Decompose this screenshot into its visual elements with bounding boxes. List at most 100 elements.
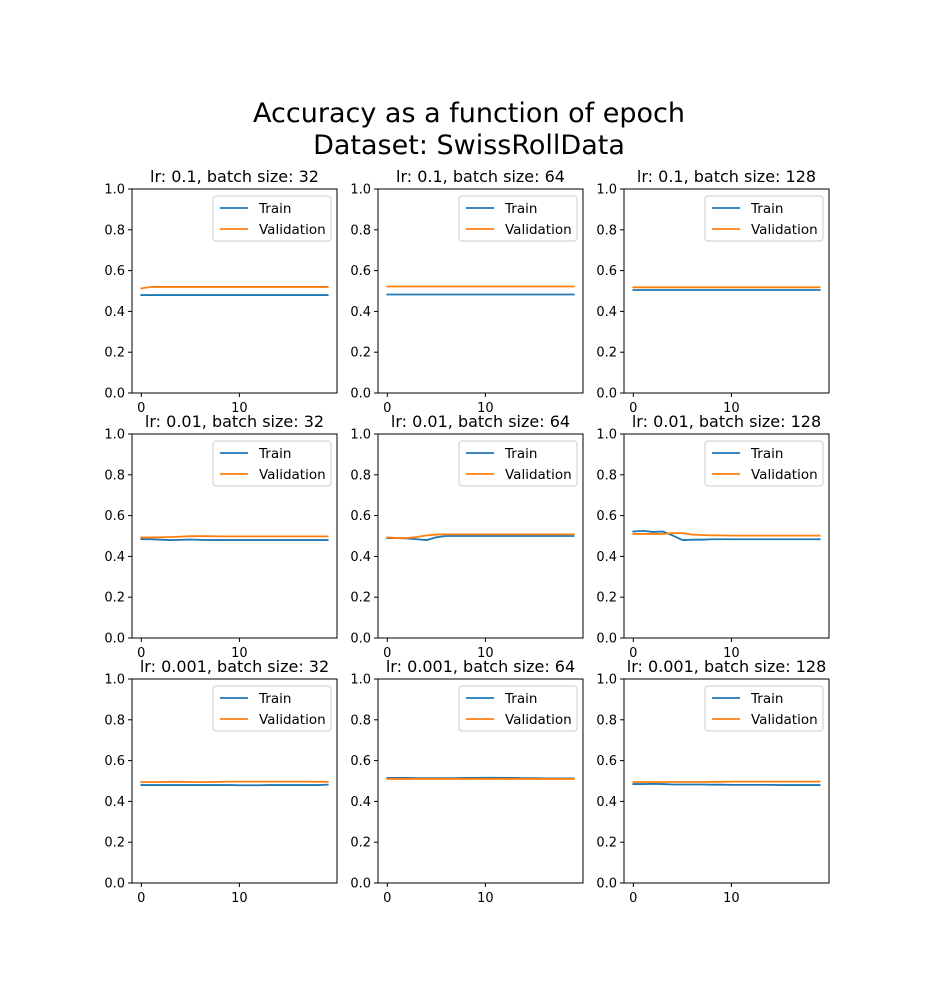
x-tick-label: 10	[723, 646, 740, 661]
y-tick-label: 0.4	[596, 305, 617, 320]
y-tick-label: 1.0	[596, 428, 617, 443]
y-tick-label: 0.2	[596, 591, 617, 606]
x-tick-label: 10	[477, 891, 494, 906]
y-tick-label: 0.2	[104, 591, 125, 606]
legend: Train Validation	[458, 195, 578, 242]
series-line-train	[386, 535, 575, 541]
subplot-title: lr: 0.1, batch size: 128	[637, 167, 816, 186]
legend: Train Validation	[212, 440, 332, 487]
legend-label-validation: Validation	[505, 222, 572, 238]
y-tick-label: 0.6	[104, 754, 125, 769]
legend-label-train: Train	[750, 201, 783, 217]
y-tick-label: 0.0	[350, 632, 371, 647]
subplot-title: lr: 0.1, batch size: 32	[150, 167, 319, 186]
y-tick-label: 0.4	[350, 550, 371, 565]
x-tick-label: 0	[629, 646, 637, 661]
y-tick-label: 0.6	[350, 754, 371, 769]
legend: Train Validation	[704, 440, 824, 487]
y-tick-label: 0.8	[104, 713, 125, 728]
subplot-8: lr: 0.001, batch size: 64 0.0 0.2 0.4 0.6 0.8…	[350, 657, 584, 906]
legend-label-validation: Validation	[505, 712, 572, 728]
subplot-title: lr: 0.001, batch size: 128	[627, 657, 827, 676]
axes-frame	[377, 678, 584, 884]
axes-frame	[623, 678, 830, 884]
y-tick-label: 0.8	[350, 713, 371, 728]
legend: Train Validation	[212, 685, 332, 732]
series-line-train	[140, 538, 329, 541]
y-tick-label: 0.2	[104, 836, 125, 851]
axes-frame	[131, 433, 338, 639]
y-tick-label: 0.4	[104, 795, 125, 810]
subplot-6: lr: 0.01, batch size: 128 0.0 0.2 0.4 0.6 0.8…	[596, 412, 830, 661]
y-tick-label: 0.2	[350, 346, 371, 361]
legend-label-validation: Validation	[259, 712, 326, 728]
y-tick-label: 0.0	[596, 632, 617, 647]
series-line-validation	[140, 286, 329, 290]
legend-label-validation: Validation	[751, 712, 818, 728]
x-tick-label: 10	[477, 646, 494, 661]
y-tick-label: 0.4	[596, 550, 617, 565]
legend-label-train: Train	[750, 446, 783, 462]
y-tick-label: 0.8	[350, 223, 371, 238]
y-tick-label: 1.0	[104, 428, 125, 443]
legend-label-train: Train	[258, 446, 291, 462]
subplot-title: lr: 0.01, batch size: 64	[391, 412, 570, 431]
y-tick-label: 0.0	[104, 632, 125, 647]
axes-frame	[623, 433, 830, 639]
legend-label-validation: Validation	[751, 222, 818, 238]
subplot-3: lr: 0.1, batch size: 128 0.0 0.2 0.4 0.6 0.8 1…	[596, 167, 830, 416]
y-tick-label: 0.8	[596, 468, 617, 483]
x-tick-label: 10	[231, 646, 248, 661]
legend: Train Validation	[704, 195, 824, 242]
y-tick-label: 0.4	[596, 795, 617, 810]
x-tick-label: 0	[137, 401, 145, 416]
subplot-title: lr: 0.01, batch size: 32	[145, 412, 324, 431]
y-tick-label: 1.0	[596, 673, 617, 688]
y-tick-label: 0.2	[350, 836, 371, 851]
series-line-train	[632, 782, 821, 786]
legend: Train Validation	[458, 440, 578, 487]
legend-label-validation: Validation	[505, 467, 572, 483]
axes-frame	[623, 188, 830, 394]
subplot-7: lr: 0.001, batch size: 32 0.0 0.2 0.4 0.6 0.8…	[104, 657, 338, 906]
legend: Train Validation	[212, 195, 332, 242]
y-tick-label: 0.6	[350, 264, 371, 279]
subplot-5: lr: 0.01, batch size: 64 0.0 0.2 0.4 0.6 0.8 1…	[350, 412, 584, 661]
y-tick-label: 1.0	[350, 428, 371, 443]
series-line-train	[632, 530, 821, 541]
legend-label-validation: Validation	[751, 467, 818, 483]
y-tick-label: 0.8	[596, 223, 617, 238]
legend: Train Validation	[704, 685, 824, 732]
legend-label-train: Train	[504, 691, 537, 707]
y-tick-label: 0.6	[104, 509, 125, 524]
y-tick-label: 0.2	[596, 346, 617, 361]
x-tick-label: 0	[383, 891, 391, 906]
axes-frame	[377, 433, 584, 639]
series-line-validation	[386, 533, 575, 539]
subplot-title: lr: 0.001, batch size: 64	[386, 657, 575, 676]
subplot-1: lr: 0.1, batch size: 32 0.0 0.2 0.4 0.6 0.8 1.…	[104, 167, 338, 416]
series-line-train	[140, 783, 329, 787]
figure-title-line-1: Accuracy as a function of epoch	[253, 98, 685, 129]
y-tick-label: 0.0	[350, 877, 371, 892]
x-tick-label: 0	[137, 646, 145, 661]
y-tick-label: 0.8	[104, 468, 125, 483]
x-tick-label: 10	[723, 891, 740, 906]
y-tick-label: 0.6	[596, 509, 617, 524]
figure-title-line-2: Dataset: SwissRollData	[313, 130, 625, 161]
legend-label-validation: Validation	[259, 222, 326, 238]
y-tick-label: 0.2	[350, 591, 371, 606]
x-tick-label: 10	[231, 891, 248, 906]
y-tick-label: 0.6	[350, 509, 371, 524]
y-tick-label: 0.0	[350, 387, 371, 402]
y-tick-label: 0.4	[350, 795, 371, 810]
subplot-9: lr: 0.001, batch size: 128 0.0 0.2 0.4 0.6 0.…	[596, 657, 830, 906]
legend: Train Validation	[458, 685, 578, 732]
y-tick-label: 1.0	[596, 183, 617, 198]
y-tick-label: 1.0	[350, 183, 371, 198]
x-tick-label: 0	[383, 401, 391, 416]
subplot-title: lr: 0.1, batch size: 64	[396, 167, 565, 186]
x-tick-label: 10	[723, 401, 740, 416]
